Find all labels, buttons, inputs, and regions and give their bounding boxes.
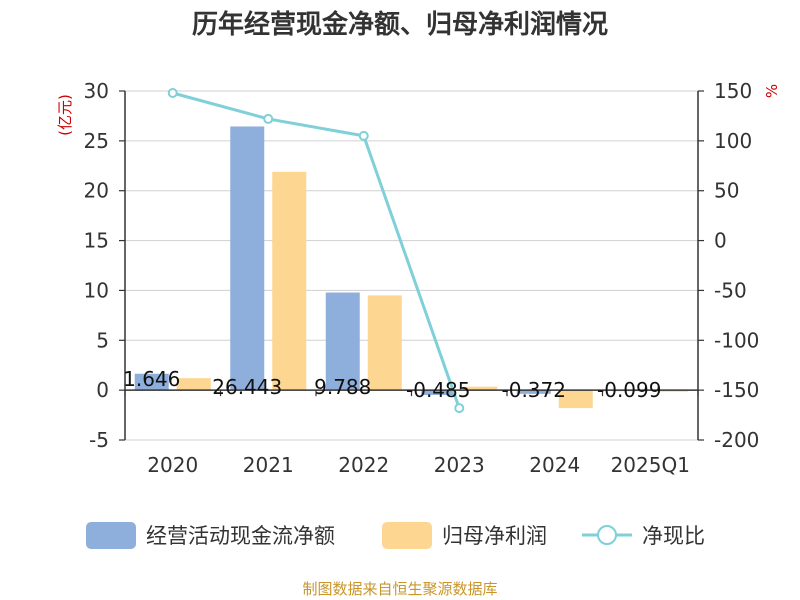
bars — [134, 126, 689, 409]
right-tick-label: -50 — [714, 278, 747, 302]
ratio-point[interactable] — [358, 130, 369, 141]
cash-flow-data-label: -0.485 — [406, 378, 470, 402]
ratio-line — [167, 87, 465, 414]
data-labels: 1.646 26.443 9.788 -0.485 -0.372 -0.099 — [123, 367, 661, 402]
legend-label-profit[interactable]: 归母净利润 — [442, 524, 547, 548]
legend-label-cash[interactable]: 经营活动现金流净额 — [146, 524, 335, 548]
cash-flow-data-label: 9.788 — [314, 375, 371, 399]
left-axis-unit: (亿元) — [56, 94, 74, 136]
right-axis-unit: % — [763, 84, 781, 98]
cash-flow-bar[interactable] — [230, 126, 265, 391]
left-tick-label: 15 — [84, 229, 109, 253]
x-tick-label: 2020 — [147, 453, 198, 477]
net-profit-bar[interactable] — [176, 378, 211, 391]
right-tick-label: -200 — [714, 428, 759, 452]
cash-flow-data-label: 1.646 — [123, 367, 180, 391]
right-tick-label: 50 — [714, 179, 739, 203]
chart-title: 历年经营现金净额、归母净利润情况 — [192, 9, 608, 40]
left-tick-label: 0 — [96, 378, 109, 402]
axes: 302520151050-5150100500-50-100-150-200(亿… — [56, 79, 781, 477]
cash-flow-data-label: 26.443 — [212, 375, 282, 399]
left-tick-label: 25 — [84, 129, 109, 153]
cash-flow-data-label: -0.099 — [597, 378, 661, 402]
left-tick-label: 5 — [96, 328, 109, 352]
ratio-point[interactable] — [454, 403, 465, 414]
left-tick-label: 30 — [84, 79, 109, 103]
ratio-point[interactable] — [167, 87, 178, 98]
left-tick-label: 10 — [84, 278, 109, 302]
x-tick-label: 2023 — [434, 453, 485, 477]
cash-flow-bar[interactable] — [134, 373, 169, 391]
net-profit-bar[interactable] — [558, 390, 593, 409]
gridlines — [125, 90, 698, 441]
right-tick-label: 0 — [714, 229, 727, 253]
legend-swatch-cash[interactable] — [86, 522, 136, 549]
right-tick-label: -100 — [714, 328, 759, 352]
cash-flow-bar[interactable] — [325, 292, 360, 391]
x-tick-label: 2021 — [243, 453, 294, 477]
net-profit-bar[interactable] — [272, 171, 307, 391]
right-tick-label: -150 — [714, 378, 759, 402]
legend-swatch-ratio-marker[interactable] — [597, 525, 617, 545]
cash-flow-bar[interactable] — [516, 390, 551, 394]
ratio-polyline — [172, 91, 461, 409]
net-profit-bar[interactable] — [367, 295, 402, 391]
x-tick-label: 2025Q1 — [611, 453, 690, 477]
net-profit-bar[interactable] — [463, 386, 498, 391]
cash-flow-bar[interactable] — [421, 390, 456, 395]
left-tick-label: 20 — [84, 179, 109, 203]
right-tick-label: 100 — [714, 129, 752, 153]
legend[interactable]: 经营活动现金流净额 归母净利润 净现比 — [86, 522, 705, 549]
ratio-point[interactable] — [263, 113, 274, 124]
legend-label-ratio[interactable]: 净现比 — [642, 524, 705, 548]
x-tick-label: 2024 — [529, 453, 580, 477]
right-tick-label: 150 — [714, 79, 752, 103]
cash-flow-data-label: -0.372 — [502, 378, 566, 402]
legend-swatch-profit[interactable] — [382, 522, 432, 549]
x-tick-label: 2022 — [338, 453, 389, 477]
source-note: 制图数据来自恒生聚源数据库 — [302, 580, 497, 598]
left-tick-label: -5 — [89, 428, 109, 452]
